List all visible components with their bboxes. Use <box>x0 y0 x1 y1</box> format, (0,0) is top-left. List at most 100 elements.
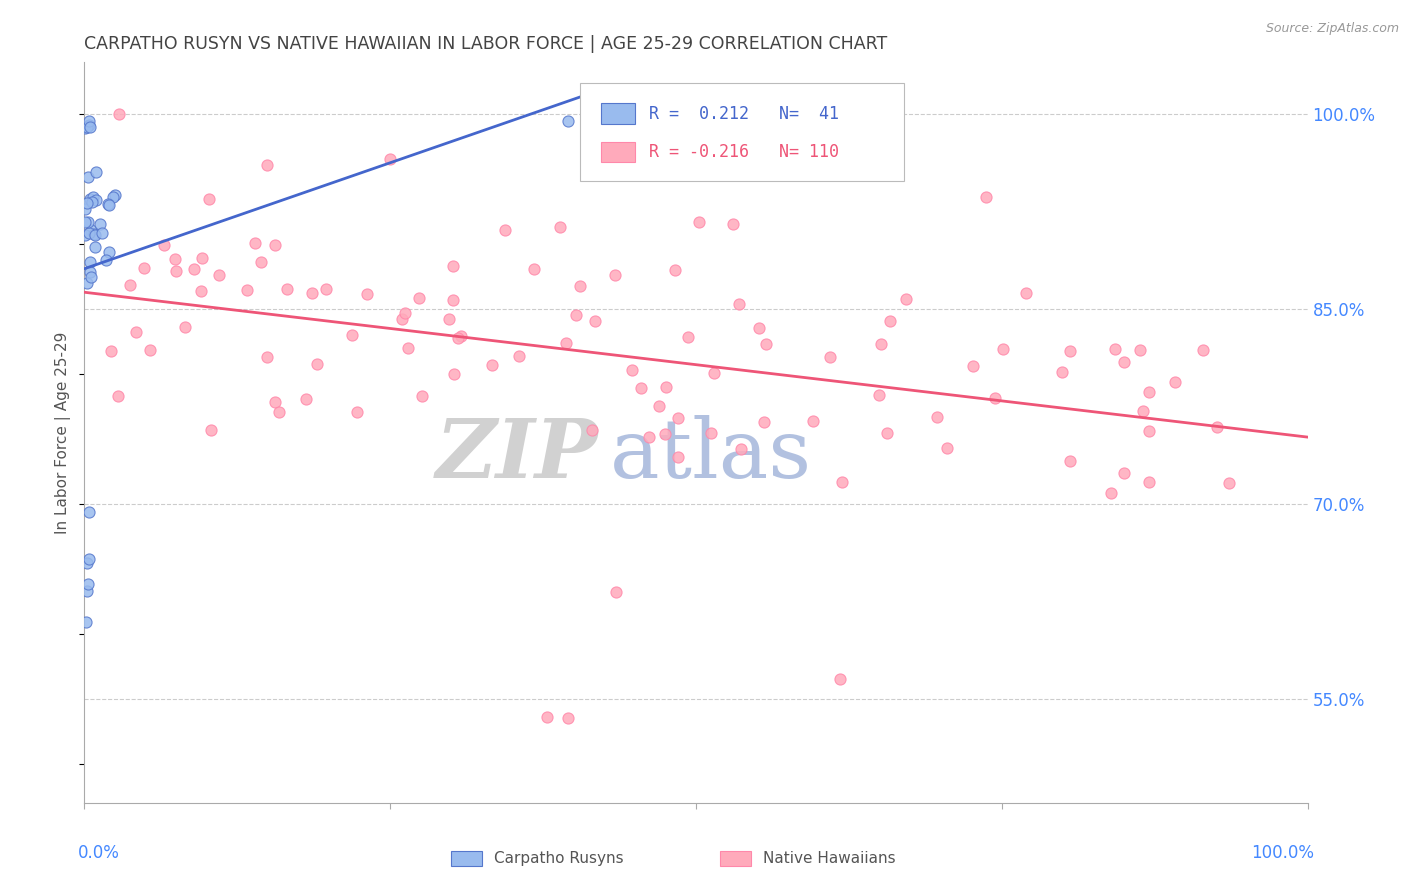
Point <box>411 389 433 403</box>
Point <box>73 215 96 229</box>
Point <box>75 227 97 242</box>
Point <box>243 235 266 250</box>
Point <box>548 219 571 234</box>
Text: 100.0%: 100.0% <box>1251 844 1313 862</box>
Point <box>200 423 222 437</box>
Point <box>107 107 129 121</box>
Point <box>748 321 770 335</box>
Point <box>437 312 460 326</box>
Point <box>76 196 98 211</box>
FancyBboxPatch shape <box>579 83 904 181</box>
Point <box>77 551 100 566</box>
Point <box>73 121 96 136</box>
Point <box>554 336 576 351</box>
Bar <box>600 103 636 124</box>
Point <box>1206 419 1229 434</box>
Point <box>84 194 107 208</box>
Point <box>79 265 101 279</box>
Point <box>962 359 984 373</box>
Point <box>605 585 627 599</box>
Point <box>869 337 891 351</box>
Point <box>1104 342 1126 356</box>
Point <box>80 194 103 209</box>
Point <box>408 291 430 305</box>
Point <box>183 262 205 277</box>
Point <box>76 556 98 570</box>
Point <box>97 197 120 211</box>
Text: Source: ZipAtlas.com: Source: ZipAtlas.com <box>1265 22 1399 36</box>
Point <box>153 238 176 252</box>
Point <box>450 329 472 343</box>
Point <box>346 404 368 418</box>
Point <box>557 114 579 128</box>
Point <box>107 389 129 403</box>
Point <box>1014 285 1036 300</box>
Point <box>90 227 112 241</box>
Point <box>79 505 101 519</box>
Point <box>264 237 287 252</box>
Point <box>603 268 626 282</box>
Point <box>198 192 221 206</box>
Text: CARPATHO RUSYN VS NATIVE HAWAIIAN IN LABOR FORCE | AGE 25-29 CORRELATION CHART: CARPATHO RUSYN VS NATIVE HAWAIIAN IN LAB… <box>84 35 887 53</box>
Point <box>77 118 100 132</box>
Point <box>1059 344 1081 359</box>
Y-axis label: In Labor Force | Age 25-29: In Labor Force | Age 25-29 <box>55 332 72 533</box>
Point <box>163 252 186 267</box>
Point <box>752 415 775 429</box>
Bar <box>600 142 636 162</box>
Point <box>118 278 141 293</box>
Point <box>728 297 751 311</box>
Point <box>1164 375 1187 389</box>
Point <box>801 414 824 428</box>
Point <box>868 388 890 402</box>
Point <box>723 217 745 231</box>
Point <box>256 158 278 172</box>
Point <box>315 282 337 296</box>
Point <box>1112 355 1135 369</box>
Point <box>820 350 842 364</box>
Point <box>1137 384 1160 399</box>
Point <box>664 263 686 277</box>
Text: ZIP: ZIP <box>436 415 598 495</box>
Point <box>307 357 329 371</box>
Point <box>703 366 725 380</box>
Point <box>263 395 285 409</box>
Point <box>1099 485 1122 500</box>
Point <box>76 583 98 598</box>
Point <box>249 255 271 269</box>
Point <box>621 362 644 376</box>
Bar <box>720 851 751 866</box>
Point <box>208 268 231 283</box>
Point <box>76 276 98 290</box>
Point <box>77 227 100 241</box>
Point <box>77 114 100 128</box>
Point <box>75 615 97 629</box>
Point <box>295 392 318 407</box>
Point <box>568 279 591 293</box>
Point <box>1114 466 1136 480</box>
Text: R = -0.216   N= 110: R = -0.216 N= 110 <box>650 143 839 161</box>
Point <box>380 153 402 167</box>
Point <box>630 381 652 395</box>
Point <box>666 450 689 464</box>
Point <box>80 270 103 285</box>
Text: 0.0%: 0.0% <box>79 844 120 862</box>
Point <box>730 442 752 457</box>
Point <box>79 120 101 134</box>
Point <box>340 328 363 343</box>
Point <box>77 215 100 229</box>
Point <box>1059 453 1081 467</box>
Point <box>79 255 101 269</box>
Point <box>76 170 98 185</box>
Point <box>84 240 107 254</box>
Point <box>974 190 997 204</box>
Point <box>83 227 105 241</box>
Point <box>936 441 959 455</box>
Point <box>700 426 723 441</box>
Point <box>97 197 120 211</box>
Point <box>94 253 117 268</box>
Point <box>98 244 121 259</box>
Point <box>654 427 676 442</box>
Point <box>481 358 503 372</box>
Point <box>190 284 212 298</box>
